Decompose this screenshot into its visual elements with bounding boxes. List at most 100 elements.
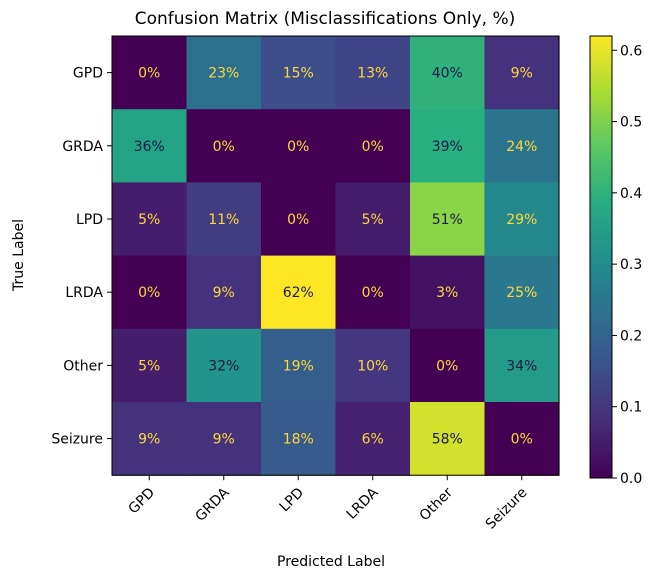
- heatmap-cell: [261, 109, 337, 183]
- cell-label: 18%: [283, 432, 314, 448]
- cell-label: 34%: [506, 358, 537, 374]
- heatmap-cell: [261, 182, 337, 257]
- heatmap-cell: [484, 402, 560, 476]
- heatmap-cell: [410, 255, 486, 330]
- cell-label: 25%: [506, 285, 537, 301]
- heatmap-cell: [484, 328, 560, 403]
- heatmap-cell: [335, 36, 411, 110]
- heatmap-cell: [410, 328, 486, 403]
- x-axis-label: Predicted Label: [277, 554, 385, 570]
- heatmap-cell: [261, 328, 337, 403]
- cell-label: 40%: [432, 66, 463, 82]
- colorbar: 0.0 0.1 0.2 0.3 0.4 0.5 0.6: [589, 35, 642, 487]
- cell-label: 0%: [287, 212, 309, 228]
- heatmap-cell: [186, 402, 262, 476]
- y-tick-label: GRDA: [62, 139, 103, 155]
- cell-label: 29%: [506, 212, 537, 228]
- cell-label: 5%: [138, 212, 160, 228]
- y-tick-label: GPD: [73, 66, 103, 82]
- cell-label: 36%: [134, 139, 165, 155]
- heatmap-cell: [410, 36, 486, 110]
- cell-label: 58%: [432, 432, 463, 448]
- cell-label: 0%: [362, 285, 384, 301]
- colorbar-tick-label: 0.2: [620, 328, 642, 344]
- cell-label: 9%: [213, 432, 235, 448]
- cell-label: 9%: [511, 66, 533, 82]
- chart-title: Confusion Matrix (Misclassifications Onl…: [135, 9, 516, 29]
- heatmap-cell: [186, 328, 262, 403]
- x-tick-label: LRDA: [344, 484, 382, 522]
- heatmap-cell: [410, 402, 486, 476]
- heatmap-cell: [335, 402, 411, 476]
- heatmap-cell: [186, 182, 262, 257]
- cell-label: 3%: [436, 285, 458, 301]
- colorbar-gradient: [589, 35, 613, 479]
- cell-label: 0%: [213, 139, 235, 155]
- cell-label: 39%: [432, 139, 463, 155]
- heatmap-cell: [112, 36, 188, 110]
- heatmap-cell: [261, 36, 337, 110]
- heatmap-cell: [186, 36, 262, 110]
- colorbar-tick-label: 0.0: [620, 471, 642, 487]
- cell-label: 0%: [287, 139, 309, 155]
- heatmap-cell: [484, 36, 560, 110]
- cell-label: 24%: [506, 139, 537, 155]
- heatmap-cell: [335, 255, 411, 330]
- x-tick-label: Other: [417, 485, 457, 525]
- heatmap-cell: [112, 109, 188, 183]
- cell-label: 9%: [213, 285, 235, 301]
- heatmap-cell: [261, 255, 337, 330]
- y-axis-label: True Label: [11, 219, 27, 292]
- cell-label: 5%: [138, 358, 160, 374]
- heatmap-cell: [484, 109, 560, 183]
- heatmap-cell: [112, 182, 188, 257]
- heatmap-cell: [335, 182, 411, 257]
- heatmap-cell: [112, 402, 188, 476]
- cell-label: 5%: [362, 212, 384, 228]
- x-tick-label: LPD: [277, 485, 307, 515]
- heatmap-cell: [335, 109, 411, 183]
- y-tick-label: LRDA: [65, 285, 103, 301]
- cell-label: 10%: [357, 358, 388, 374]
- x-tick-label: GRDA: [192, 484, 232, 524]
- heatmap-cell: [186, 255, 262, 330]
- colorbar-tick-label: 0.1: [620, 400, 642, 416]
- cell-label: 51%: [432, 212, 463, 228]
- heatmap-cell: [410, 182, 486, 257]
- heatmap-cell: [112, 328, 188, 403]
- heatmap-cell: [261, 402, 337, 476]
- cell-label: 9%: [138, 432, 160, 448]
- heatmap-cell: [186, 109, 262, 183]
- colorbar-tick-label: 0.4: [620, 186, 642, 202]
- cell-label: 23%: [208, 66, 239, 82]
- heatmap-cell: [112, 255, 188, 330]
- cell-label: 0%: [138, 66, 160, 82]
- x-tick-label: GPD: [125, 485, 158, 518]
- colorbar-tick-label: 0.6: [620, 43, 642, 59]
- cell-label: 62%: [283, 285, 314, 301]
- cell-label: 15%: [283, 66, 314, 82]
- cell-label: 11%: [208, 212, 239, 228]
- cell-label: 32%: [208, 358, 239, 374]
- cell-label: 19%: [283, 358, 314, 374]
- y-tick-label: Seizure: [51, 432, 103, 448]
- heatmap-cell: [335, 328, 411, 403]
- cell-label: 13%: [357, 66, 388, 82]
- heatmap-grid: 0% 23% 15% 13% 40% 9% 36% 0% 0% 0% 39% 24% 5% 11% 0% 5%…: [111, 35, 560, 476]
- colorbar-tick-label: 0.5: [620, 115, 642, 131]
- y-tick-label: Other: [63, 358, 103, 374]
- colorbar-tick-label: 0.3: [620, 257, 642, 273]
- cell-label: 0%: [511, 432, 533, 448]
- cell-label: 0%: [138, 285, 160, 301]
- heatmap-cell: [410, 109, 486, 183]
- cell-label: 0%: [362, 139, 384, 155]
- y-tick-labels: GPD GRDA LPD LRDA Other Seizure: [51, 66, 112, 448]
- cell-label: 6%: [362, 432, 384, 448]
- y-tick-label: LPD: [76, 212, 103, 228]
- plot-frame: [111, 35, 560, 476]
- cell-label: 0%: [436, 358, 458, 374]
- heatmap-cell: [484, 182, 560, 257]
- x-tick-labels: GPD GRDA LPD LRDA Other Seizure: [125, 475, 531, 533]
- heatmap-cell: [484, 255, 560, 330]
